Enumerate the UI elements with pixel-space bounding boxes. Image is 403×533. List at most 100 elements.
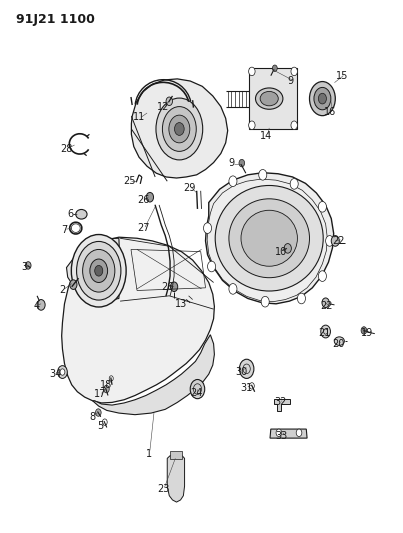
- Circle shape: [272, 65, 277, 71]
- Text: 7: 7: [61, 225, 68, 235]
- Circle shape: [261, 296, 269, 307]
- Polygon shape: [274, 399, 290, 411]
- Text: 21: 21: [318, 328, 330, 338]
- Circle shape: [284, 244, 291, 253]
- Circle shape: [166, 97, 172, 106]
- Text: 14: 14: [260, 131, 272, 141]
- Text: 17: 17: [94, 390, 106, 399]
- Text: 22: 22: [332, 236, 345, 246]
- Ellipse shape: [229, 199, 310, 278]
- Text: 3: 3: [21, 262, 27, 271]
- Text: 5: 5: [98, 422, 104, 431]
- Text: 31: 31: [241, 383, 253, 393]
- Circle shape: [291, 67, 297, 76]
- Bar: [170, 451, 182, 459]
- Text: 19: 19: [361, 328, 373, 338]
- Text: 2: 2: [59, 286, 66, 295]
- Text: 28: 28: [60, 144, 73, 154]
- Circle shape: [331, 236, 339, 246]
- Ellipse shape: [215, 185, 323, 291]
- Circle shape: [310, 82, 335, 116]
- Circle shape: [314, 87, 331, 110]
- Circle shape: [249, 67, 255, 76]
- Circle shape: [326, 236, 334, 246]
- Text: 6: 6: [67, 209, 74, 219]
- Text: 15: 15: [336, 71, 348, 80]
- Circle shape: [249, 121, 255, 130]
- Text: 29: 29: [183, 183, 195, 192]
- Text: 8: 8: [89, 412, 96, 422]
- Circle shape: [229, 284, 237, 294]
- Text: 30: 30: [235, 367, 247, 377]
- Circle shape: [37, 300, 45, 310]
- Text: 34: 34: [50, 369, 62, 379]
- Circle shape: [71, 235, 126, 307]
- Circle shape: [83, 249, 115, 292]
- Text: 16: 16: [324, 107, 337, 117]
- Circle shape: [259, 169, 267, 180]
- Text: 11: 11: [133, 112, 145, 122]
- Circle shape: [318, 271, 326, 281]
- Circle shape: [156, 98, 203, 160]
- Ellipse shape: [260, 92, 278, 106]
- Bar: [249, 68, 297, 129]
- Circle shape: [208, 261, 216, 272]
- Text: 18: 18: [100, 380, 112, 390]
- Text: 9: 9: [229, 158, 235, 167]
- Circle shape: [290, 179, 298, 189]
- Circle shape: [276, 429, 282, 437]
- Circle shape: [291, 121, 297, 130]
- Polygon shape: [131, 79, 228, 178]
- Circle shape: [239, 359, 254, 378]
- Circle shape: [322, 298, 329, 308]
- Circle shape: [25, 262, 31, 269]
- Text: 4: 4: [33, 302, 39, 311]
- Circle shape: [90, 259, 108, 282]
- Circle shape: [170, 282, 178, 292]
- Circle shape: [95, 265, 103, 276]
- Circle shape: [174, 123, 184, 135]
- Text: 91J21 1100: 91J21 1100: [16, 13, 95, 26]
- Circle shape: [104, 385, 109, 393]
- Circle shape: [190, 379, 205, 399]
- Text: 25: 25: [123, 176, 136, 186]
- Circle shape: [60, 369, 65, 375]
- Circle shape: [109, 376, 113, 381]
- Circle shape: [204, 223, 212, 233]
- Text: 26: 26: [137, 195, 149, 205]
- Circle shape: [239, 159, 245, 167]
- Circle shape: [77, 241, 121, 300]
- Circle shape: [296, 429, 302, 437]
- Text: 24: 24: [191, 389, 203, 398]
- Text: 32: 32: [274, 398, 286, 407]
- Text: 23: 23: [157, 484, 169, 494]
- Polygon shape: [93, 335, 214, 415]
- Circle shape: [58, 366, 67, 378]
- Polygon shape: [66, 238, 120, 301]
- Text: 1: 1: [146, 449, 152, 459]
- Text: 20: 20: [332, 339, 345, 349]
- Text: 22: 22: [320, 302, 333, 311]
- Circle shape: [229, 176, 237, 187]
- Polygon shape: [270, 429, 307, 438]
- Polygon shape: [62, 237, 214, 403]
- Circle shape: [70, 280, 77, 289]
- Text: 9: 9: [287, 76, 293, 86]
- Circle shape: [169, 115, 190, 143]
- Circle shape: [318, 93, 326, 104]
- Circle shape: [361, 327, 367, 334]
- Polygon shape: [206, 173, 334, 304]
- Ellipse shape: [76, 209, 87, 219]
- Text: 26: 26: [161, 282, 173, 292]
- Ellipse shape: [334, 337, 344, 345]
- Text: 33: 33: [275, 431, 287, 441]
- Circle shape: [297, 293, 305, 304]
- Circle shape: [321, 325, 330, 338]
- Circle shape: [146, 192, 154, 202]
- Circle shape: [96, 409, 101, 416]
- Ellipse shape: [256, 88, 283, 109]
- Circle shape: [162, 107, 196, 151]
- Circle shape: [318, 201, 326, 212]
- Polygon shape: [167, 456, 185, 502]
- Text: 13: 13: [175, 299, 187, 309]
